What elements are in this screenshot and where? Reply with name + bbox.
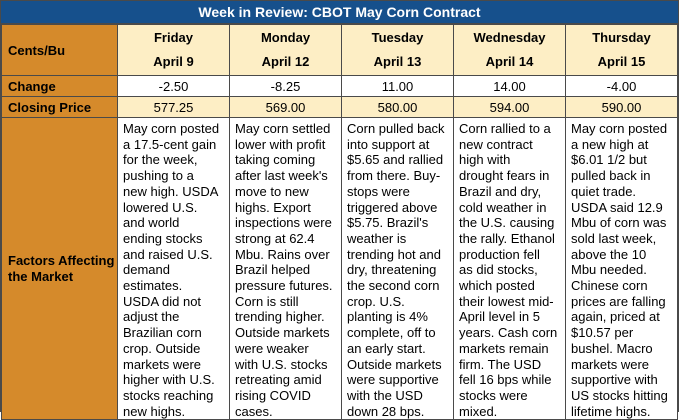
data-table: Cents/Bu Friday April 9 Monday April 12 Tu… [1, 24, 678, 420]
factor-text: Corn pulled back into support at $5.65 a… [341, 116, 454, 420]
factors-row: Factors Affecting the Market May corn po… [1, 116, 678, 420]
closing-price-value: 577.25 [117, 96, 230, 118]
header-row: Cents/Bu Friday April 9 Monday April 12 Tu… [1, 24, 678, 76]
factor-text: Corn rallied to a new contract high with… [453, 116, 566, 420]
day-header-thursday: Thursday April 15 [565, 24, 678, 76]
day-date: April 9 [153, 54, 194, 69]
closing-price-value: 569.00 [229, 96, 342, 118]
closing-price-row: Closing Price 577.25 569.00 580.00 594.0… [1, 96, 678, 118]
day-date: April 14 [485, 54, 534, 69]
day-header-wednesday: Wednesday April 14 [453, 24, 566, 76]
closing-price-value: 580.00 [341, 96, 454, 118]
change-label: Change [1, 75, 118, 97]
table-title: Week in Review: CBOT May Corn Contract [1, 1, 678, 24]
day-name: Wednesday [473, 30, 546, 45]
day-date: April 13 [373, 54, 422, 69]
factor-text: May corn settled lower with profit takin… [229, 116, 342, 420]
day-header-friday: Friday April 9 [117, 24, 230, 76]
day-date: April 12 [261, 54, 310, 69]
closing-price-label: Closing Price [1, 96, 118, 118]
day-date: April 15 [597, 54, 646, 69]
change-value: 11.00 [341, 75, 454, 97]
day-header-tuesday: Tuesday April 13 [341, 24, 454, 76]
day-header-monday: Monday April 12 [229, 24, 342, 76]
day-name: Tuesday [371, 30, 424, 45]
change-value: -8.25 [229, 75, 342, 97]
change-value: -4.00 [565, 75, 678, 97]
closing-price-value: 594.00 [453, 96, 566, 118]
change-value: -2.50 [117, 75, 230, 97]
factors-label: Factors Affecting the Market [1, 116, 118, 420]
day-name: Friday [153, 30, 193, 45]
header-label: Cents/Bu [1, 24, 118, 76]
day-name: Thursday [592, 30, 651, 45]
change-row: Change -2.50 -8.25 11.00 14.00 -4.00 [1, 75, 678, 97]
factor-text: May corn posted a 17.5-cent gain for the… [117, 116, 230, 420]
closing-price-value: 590.00 [565, 96, 678, 118]
factor-text: May corn posted a new high at $6.01 1/2 … [565, 116, 678, 420]
day-name: Monday [260, 30, 311, 45]
change-value: 14.00 [453, 75, 566, 97]
